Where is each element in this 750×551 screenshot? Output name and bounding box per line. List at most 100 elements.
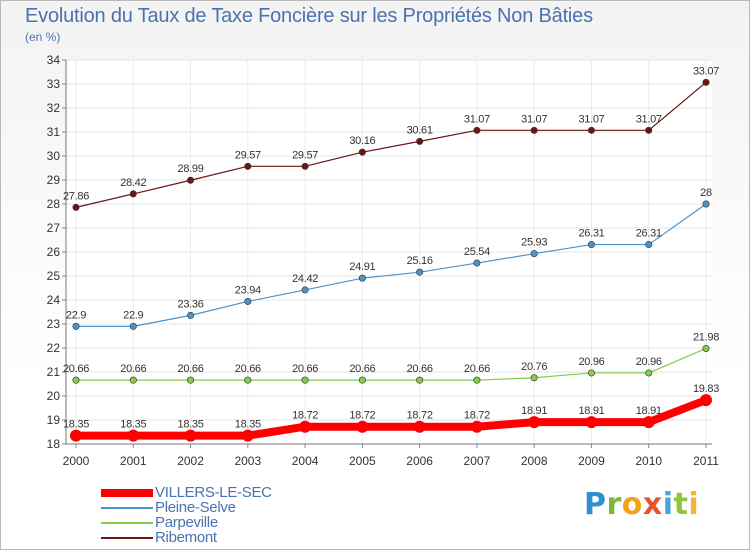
data-point-villers-le-sec [413,420,426,433]
data-label-villers-le-sec: 19.83 [693,383,719,395]
data-point-ribemont [416,137,424,145]
series-line-parpeville [75,347,707,381]
y-tick-label: 27 [47,221,61,235]
data-label-pleine-selve: 22.9 [66,309,86,321]
data-label-pleine-selve: 24.91 [349,261,375,273]
data-point-ribemont [187,176,195,184]
data-point-ribemont [358,148,366,156]
data-point-ribemont [530,126,538,134]
logo-letter: r [606,487,622,522]
data-label-villers-le-sec: 18.35 [120,419,146,431]
data-point-pleine-selve [416,268,424,276]
legend-label: Ribemont [155,529,217,546]
data-label-ribemont: 30.16 [349,135,375,147]
data-label-parpeville: 20.66 [120,363,146,375]
data-label-parpeville: 20.96 [636,356,662,368]
data-point-villers-le-sec [585,416,598,429]
data-label-pleine-selve: 23.94 [235,284,261,296]
data-point-parpeville [72,376,80,384]
data-point-villers-le-sec [470,420,483,433]
data-label-ribemont: 28.99 [178,163,204,175]
data-point-villers-le-sec [299,420,312,433]
data-label-parpeville: 20.66 [178,363,204,375]
y-tick-label: 20 [47,389,61,403]
data-point-pleine-selve [702,200,710,208]
data-point-ribemont [72,203,80,211]
y-unit-label: (en %) [25,30,61,44]
data-label-ribemont: 30.61 [407,124,433,136]
legend-swatch [101,489,153,497]
data-label-ribemont: 28.42 [120,177,146,189]
legend-swatch [101,522,153,524]
y-tick-label: 32 [47,101,61,115]
y-tick-label: 34 [47,53,61,67]
x-tick-label: 2004 [292,454,319,468]
data-label-pleine-selve: 25.54 [464,246,490,258]
legend-swatch [101,507,153,509]
data-label-villers-le-sec: 18.91 [578,405,604,417]
data-point-villers-le-sec [70,429,82,442]
data-label-ribemont: 31.07 [578,113,604,125]
data-point-ribemont [645,126,653,134]
legend-label: Pleine-Selve [155,499,236,516]
data-point-villers-le-sec [700,394,712,407]
data-label-parpeville: 20.66 [464,363,490,375]
data-point-ribemont [473,126,481,134]
y-tick-label: 33 [47,77,61,91]
data-label-villers-le-sec: 18.35 [235,419,261,431]
y-tick-label: 31 [47,125,61,139]
data-label-parpeville: 21.98 [693,331,719,343]
data-label-pleine-selve: 22.9 [123,309,143,321]
data-point-parpeville [187,376,195,384]
data-point-pleine-selve [301,286,309,294]
data-label-ribemont: 29.57 [292,149,318,161]
data-point-parpeville [473,376,481,384]
logo-letter: t [673,487,689,522]
data-point-villers-le-sec [528,416,541,429]
data-label-pleine-selve: 25.16 [407,255,433,267]
data-label-parpeville: 20.66 [407,363,433,375]
series-line-pleine-selve [75,203,707,327]
data-label-villers-le-sec: 18.72 [292,410,318,422]
legend-label: Parpeville [155,514,218,531]
data-point-pleine-selve [129,322,137,330]
data-label-ribemont: 31.07 [636,113,662,125]
data-point-ribemont [702,78,710,86]
proxiti-logo: Proxiti [584,487,699,522]
data-point-ribemont [129,190,137,198]
data-point-pleine-selve [473,259,481,267]
data-label-parpeville: 20.76 [521,361,547,373]
chart-title: Evolution du Taux de Taxe Foncière sur l… [25,5,593,27]
data-point-parpeville [416,376,424,384]
y-tick-label: 18 [47,437,61,451]
data-point-parpeville [645,369,653,377]
data-label-villers-le-sec: 18.35 [178,419,204,431]
data-point-pleine-selve [244,297,252,305]
data-point-parpeville [244,376,252,384]
y-tick-label: 21 [47,365,61,379]
data-label-pleine-selve: 23.36 [178,298,204,310]
series-line-ribemont [75,81,707,208]
x-tick-label: 2005 [349,454,376,468]
y-tick-label: 28 [47,197,61,211]
data-point-villers-le-sec [127,429,140,442]
x-tick-label: 2000 [63,454,90,468]
data-label-parpeville: 20.66 [292,363,318,375]
data-point-parpeville [587,369,595,377]
data-label-ribemont: 27.86 [63,190,89,202]
y-tick-label: 26 [47,245,61,259]
x-tick-label: 2010 [635,454,662,468]
data-label-pleine-selve: 25.93 [521,237,547,249]
data-label-parpeville: 20.66 [349,363,375,375]
data-label-villers-le-sec: 18.72 [349,410,375,422]
data-label-ribemont: 31.07 [521,113,547,125]
data-label-ribemont: 29.57 [235,149,261,161]
x-tick-label: 2008 [521,454,548,468]
data-point-villers-le-sec [642,416,655,429]
data-point-villers-le-sec [356,420,369,433]
legend-swatch [101,537,153,539]
logo-letter: o [621,487,643,522]
data-point-pleine-selve [72,322,80,330]
